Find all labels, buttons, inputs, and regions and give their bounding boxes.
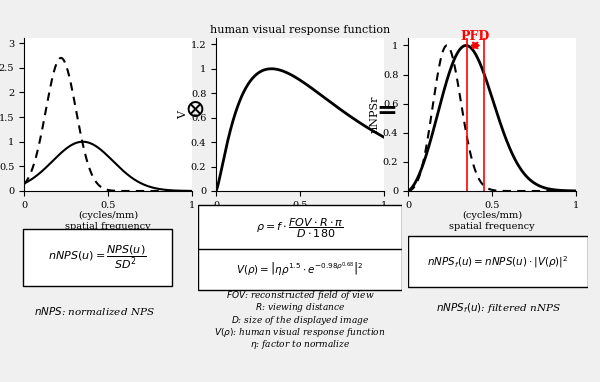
Text: =: = xyxy=(377,99,397,123)
Text: $nNPS_f(u)$: filtered nNPS: $nNPS_f(u)$: filtered nNPS xyxy=(436,301,560,315)
Text: human visual response function: human visual response function xyxy=(210,25,390,35)
Text: ⊗: ⊗ xyxy=(185,99,205,122)
FancyBboxPatch shape xyxy=(198,249,402,290)
Y-axis label: nNPSr: nNPSr xyxy=(370,96,380,133)
Text: $V(\rho)$: human visual response function: $V(\rho)$: human visual response functio… xyxy=(214,326,386,339)
X-axis label: (cycles/mm)
spatial frequency: (cycles/mm) spatial frequency xyxy=(257,211,343,231)
X-axis label: (cycles/mm)
spatial frequency: (cycles/mm) spatial frequency xyxy=(65,211,151,231)
Text: $FOV$: reconstructed field of view: $FOV$: reconstructed field of view xyxy=(226,289,374,302)
Text: $nNPS_f(u) = nNPS(u) \cdot |V(\rho)|^2$: $nNPS_f(u) = nNPS(u) \cdot |V(\rho)|^2$ xyxy=(427,254,569,270)
Text: $D$: size of the displayed image: $D$: size of the displayed image xyxy=(231,314,369,327)
Y-axis label: V: V xyxy=(178,111,188,118)
Text: $nNPS(u)=\dfrac{NPS(u)}{SD^2}$: $nNPS(u)=\dfrac{NPS(u)}{SD^2}$ xyxy=(48,244,146,271)
Text: $\eta$: factor to normalize: $\eta$: factor to normalize xyxy=(250,338,350,351)
Text: $V(\rho)=\left|\eta\rho^{1.5}\cdot e^{-0.98\rho^{0.68}}\right|^2$: $V(\rho)=\left|\eta\rho^{1.5}\cdot e^{-0… xyxy=(236,261,364,278)
X-axis label: (cycles/mm)
spatial frequency: (cycles/mm) spatial frequency xyxy=(449,211,535,231)
Text: $nNPS$: normalized NPS: $nNPS$: normalized NPS xyxy=(34,305,155,317)
FancyBboxPatch shape xyxy=(23,228,172,286)
Text: $R$: viewing distance: $R$: viewing distance xyxy=(255,301,345,314)
Text: $\rho = f \cdot \dfrac{FOV \cdot R \cdot \pi}{D \cdot 180}$: $\rho = f \cdot \dfrac{FOV \cdot R \cdot… xyxy=(256,217,344,240)
FancyBboxPatch shape xyxy=(408,236,588,288)
Text: PFD: PFD xyxy=(461,29,490,42)
FancyBboxPatch shape xyxy=(198,206,402,252)
